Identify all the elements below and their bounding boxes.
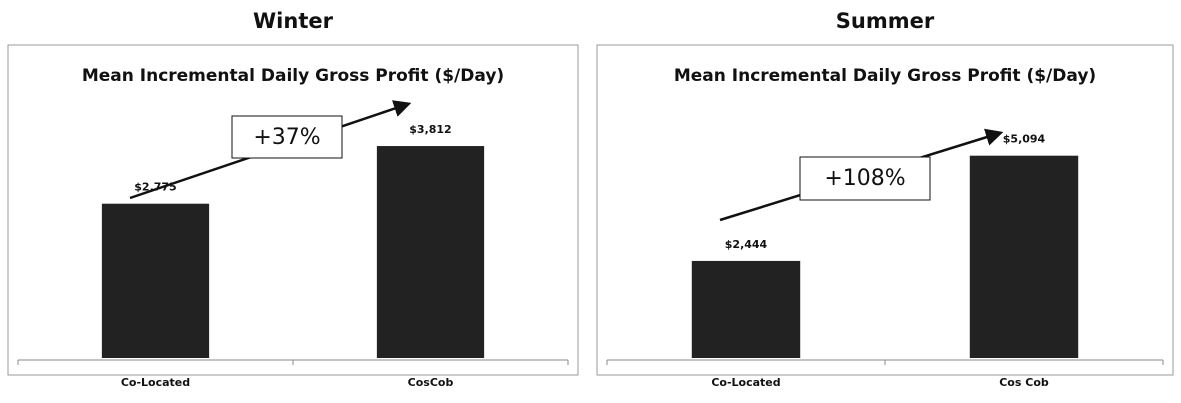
heading: Summer — [836, 9, 935, 33]
heading: Winter — [253, 9, 334, 33]
bar — [969, 155, 1079, 358]
x-tick-label: CosCob — [408, 376, 454, 389]
annotation-box — [231, 115, 343, 159]
annotation: +37% — [253, 125, 320, 150]
value-label: $2,775 — [134, 181, 176, 194]
x-tick-label: Co-Located — [711, 376, 780, 389]
bar — [376, 146, 485, 358]
bar — [101, 203, 210, 358]
panel-frame — [596, 44, 1174, 376]
value-label: $3,812 — [409, 123, 451, 136]
value-label: $5,094 — [1003, 133, 1046, 146]
chart-title: Mean Incremental Daily Gross Profit ($/D… — [674, 66, 1096, 86]
panel-frame — [7, 44, 579, 376]
x-tick-label: Cos Cob — [999, 376, 1049, 389]
value-label: $2,444 — [725, 238, 768, 251]
bar — [691, 260, 801, 358]
x-tick-label: Co-Located — [121, 376, 190, 389]
annotation: +108% — [824, 166, 905, 191]
annotation-box — [799, 156, 931, 201]
chart-title: Mean Incremental Daily Gross Profit ($/D… — [82, 66, 504, 86]
